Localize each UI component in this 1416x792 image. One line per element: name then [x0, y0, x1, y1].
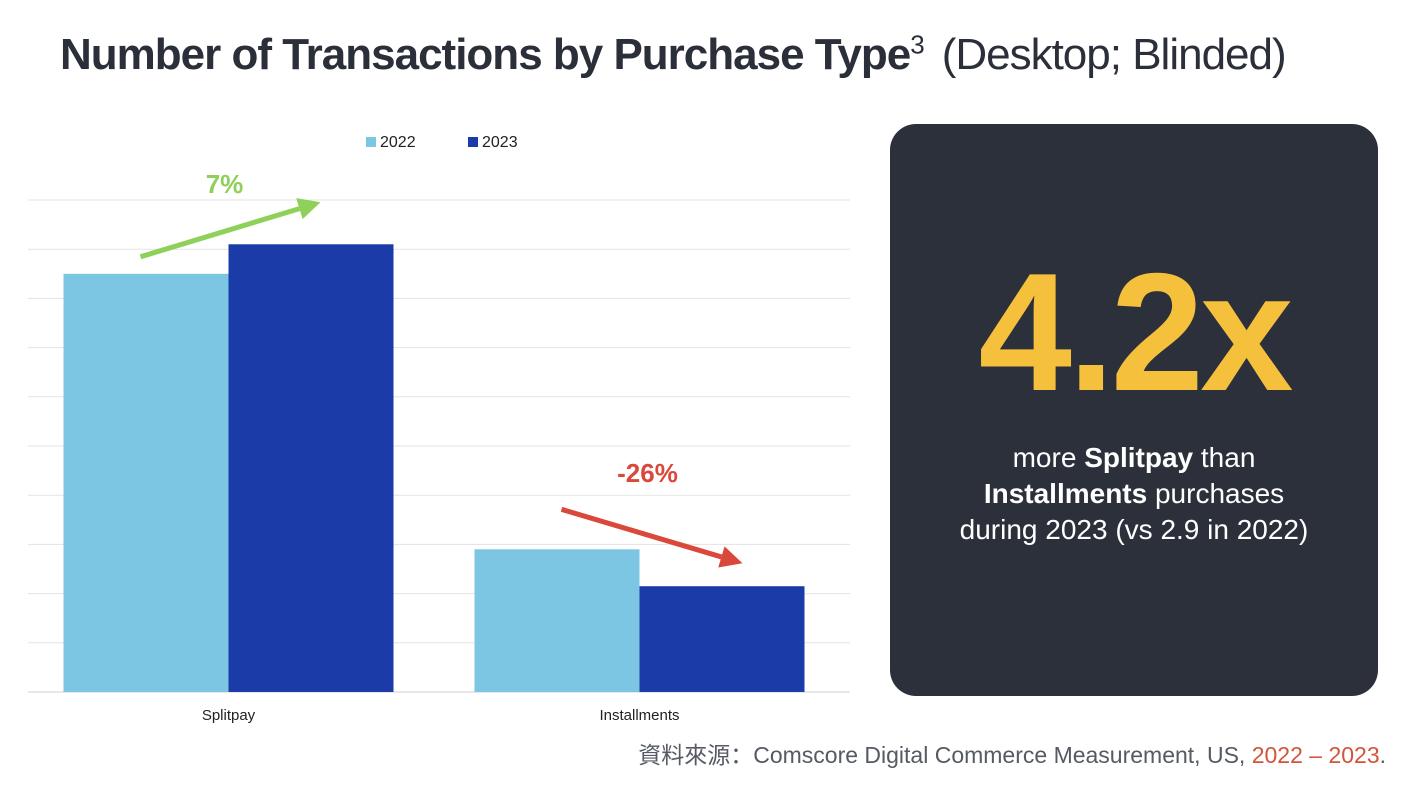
source-prefix: 資料來源：Comscore Digital Commerce Measureme… [638, 742, 1252, 768]
bar-2022-installments [474, 549, 640, 692]
callout-text: during 2023 (vs 2.9 in 2022) [959, 514, 1309, 545]
callout-text: more [1012, 442, 1085, 473]
change-label: 7% [206, 169, 244, 199]
legend-label: 2023 [482, 134, 518, 151]
change-label: -26% [617, 458, 678, 488]
legend-label: 2022 [380, 134, 416, 151]
trend-arrowhead-0 [296, 198, 321, 220]
bar-2022-splitpay [63, 273, 229, 692]
title-qualifier: (Desktop; Blinded) [941, 30, 1287, 79]
title-footnote-marker: 3 [910, 29, 925, 60]
page-title: Number of Transactions by Purchase Type3… [60, 29, 1287, 80]
legend-swatch-2022 [366, 137, 376, 147]
trend-arrowhead-1 [718, 546, 743, 568]
trend-arrow-0 [139, 206, 301, 260]
legend-swatch-2023 [468, 137, 478, 147]
bar-chart: Splitpay Installments 2022 2023 7% -26% [28, 134, 850, 724]
title-main: Number of Transactions by Purchase Type [60, 30, 911, 79]
source-suffix: . [1379, 742, 1386, 768]
source-years: 2022 – 2023 [1251, 742, 1380, 768]
callout-panel: 4.2x more Splitpay than Installments pur… [890, 124, 1378, 696]
trend-arrow-1 [560, 506, 723, 560]
callout-description: more Splitpay than Installments purchase… [890, 440, 1378, 548]
bar-2023-splitpay [228, 244, 394, 692]
x-tick-label: Splitpay [202, 707, 256, 724]
callout-text: purchases [1147, 478, 1285, 509]
callout-big-value: 4.2x [978, 238, 1294, 426]
source-note: 資料來源：Comscore Digital Commerce Measureme… [638, 736, 1386, 770]
callout-installments: Installments [983, 478, 1148, 509]
x-tick-label: Installments [599, 707, 679, 724]
bar-2023-installments [639, 586, 805, 692]
callout-text: than [1193, 442, 1256, 473]
callout-splitpay: Splitpay [1084, 442, 1194, 473]
